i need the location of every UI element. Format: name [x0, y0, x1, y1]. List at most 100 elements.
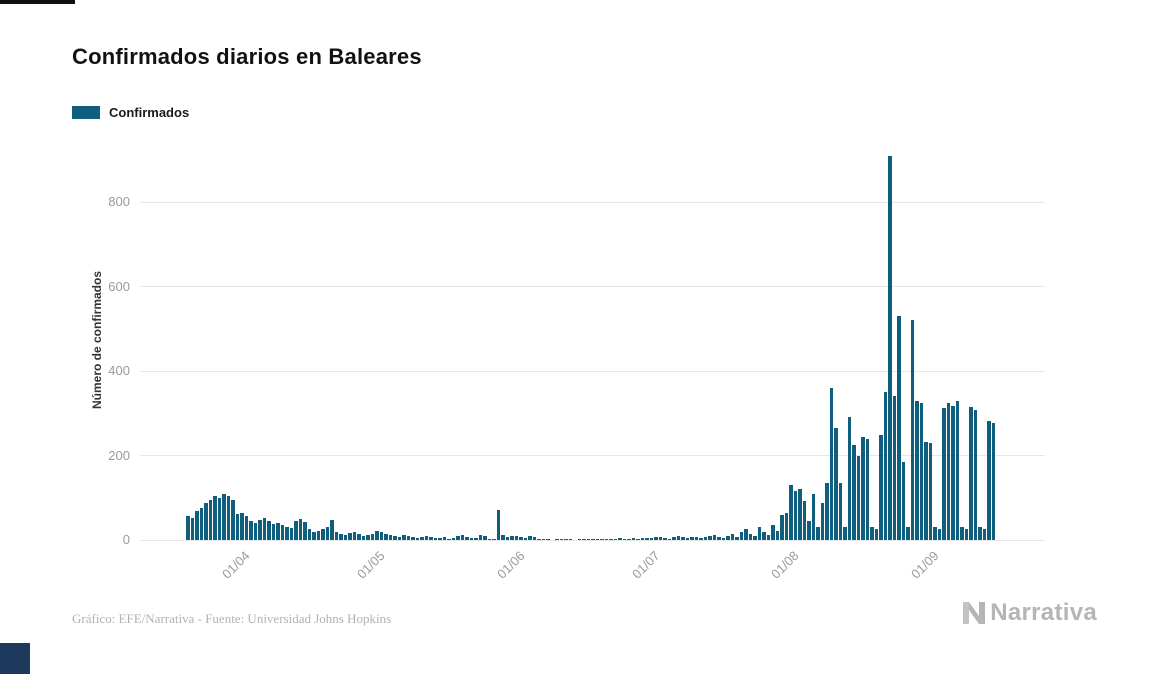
bar-confirmados [960, 527, 964, 540]
bar-confirmados [640, 538, 644, 540]
bar-confirmados [748, 533, 752, 540]
bar-confirmados [631, 538, 635, 540]
bar-confirmados [969, 406, 973, 540]
narrativa-logo: Narrativa [961, 599, 1097, 627]
bar-confirmados [199, 508, 203, 540]
bar-confirmados [564, 539, 568, 540]
bar-confirmados [375, 530, 379, 540]
bar-confirmados [321, 529, 325, 540]
bar-confirmados [406, 535, 410, 540]
bar-confirmados [465, 536, 469, 540]
bar-confirmados [208, 499, 212, 540]
bar-confirmados [618, 538, 622, 540]
narrativa-n-icon [963, 602, 986, 624]
bar-confirmados [604, 539, 608, 540]
bar-confirmados [924, 441, 928, 540]
bar-confirmados [712, 534, 716, 540]
bar-confirmados [424, 535, 428, 540]
bar-confirmados [442, 536, 446, 540]
chart-title: Confirmados diarios en Baleares [72, 44, 422, 69]
bar-confirmados [843, 527, 847, 540]
bar-confirmados [789, 485, 793, 540]
bar-confirmados [190, 518, 194, 540]
bar-confirmados [991, 422, 995, 540]
bar-confirmados [271, 523, 275, 540]
bar-confirmados [892, 396, 896, 540]
bar-confirmados [802, 501, 806, 540]
bar-confirmados [541, 539, 545, 540]
bar-confirmados [186, 515, 190, 540]
bar-confirmados [942, 408, 946, 540]
bar-confirmados [609, 539, 613, 540]
bar-confirmados [343, 534, 347, 540]
bar-confirmados [730, 534, 734, 540]
bar-confirmados [298, 518, 302, 540]
bar-confirmados [528, 536, 532, 540]
bar-confirmados [420, 536, 424, 540]
legend-swatch-icon [72, 106, 100, 119]
bar-confirmados [474, 538, 478, 540]
bar-confirmados [469, 537, 473, 540]
bar-confirmados [654, 537, 658, 540]
y-axis-tick-label: 600 [108, 278, 130, 294]
bar-confirmados [739, 531, 743, 540]
bar-confirmados [775, 530, 779, 540]
x-axis-tick-label: 01/08 [767, 548, 802, 582]
bar-confirmados [771, 525, 775, 540]
bar-confirmados [537, 538, 541, 540]
x-axis-tick-label: 01/07 [628, 548, 663, 582]
bar-confirmados [762, 531, 766, 540]
bar-confirmados [672, 537, 676, 540]
top-left-artifact-bar [0, 0, 75, 4]
bar-confirmados [307, 529, 311, 540]
bar-confirmados [915, 400, 919, 540]
bar-confirmados [231, 499, 235, 540]
bar-confirmados [964, 529, 968, 540]
bar-confirmados [267, 521, 271, 540]
bar-confirmados [681, 537, 685, 540]
bar-confirmados [411, 537, 415, 540]
bar-confirmados [865, 438, 869, 540]
bar-confirmados [568, 539, 572, 540]
bar-confirmados [460, 534, 464, 540]
bar-confirmados [811, 493, 815, 540]
bar-confirmados [276, 523, 280, 540]
bar-confirmados [955, 400, 959, 540]
bar-confirmados [325, 527, 329, 540]
bar-confirmados [379, 532, 383, 540]
legend: Confirmados [72, 105, 189, 120]
bar-confirmados [951, 405, 955, 540]
bar-confirmados [987, 420, 991, 540]
bar-confirmados [820, 502, 824, 540]
bar-confirmados [649, 538, 653, 540]
bar-confirmados [217, 497, 221, 540]
y-axis-tick-label: 200 [108, 447, 130, 463]
bar-confirmados [429, 537, 433, 540]
bar-confirmados [559, 539, 563, 540]
bar-confirmados [753, 535, 757, 540]
bar-confirmados [357, 534, 361, 540]
bar-confirmados [402, 534, 406, 540]
bar-confirmados [690, 536, 694, 540]
source-credit: Gráfico: EFE/Narrativa - Fuente: Univers… [72, 611, 392, 626]
bar-confirmados [645, 537, 649, 540]
bar-confirmados [780, 514, 784, 540]
bar-confirmados [258, 519, 262, 540]
bar-confirmados [852, 444, 856, 540]
bar-confirmados [415, 537, 419, 540]
bar-confirmados [595, 538, 599, 540]
bar-confirmados [249, 521, 253, 540]
bar-confirmados [766, 534, 770, 540]
bar-confirmados [433, 538, 437, 540]
bar-confirmados [523, 537, 527, 540]
bar-confirmados [366, 534, 370, 540]
bar-confirmados [897, 316, 901, 540]
bar-confirmados [240, 512, 244, 540]
bar-confirmados [586, 539, 590, 540]
bar-confirmados [708, 536, 712, 540]
bar-confirmados [735, 536, 739, 540]
bar-confirmados [519, 536, 523, 540]
bar-confirmados [757, 527, 761, 540]
bar-confirmados [622, 538, 626, 540]
